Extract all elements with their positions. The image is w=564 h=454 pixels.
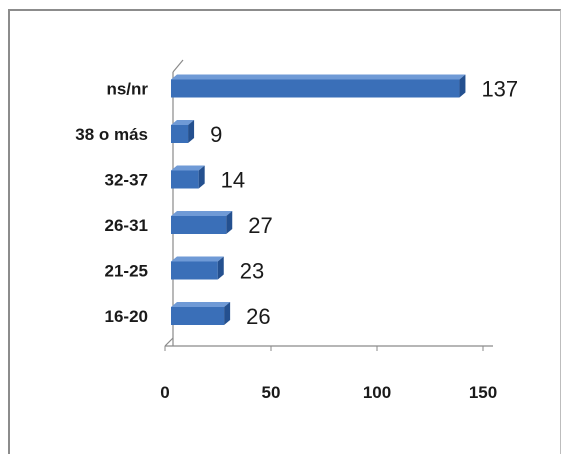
bar-top-face: [171, 165, 205, 171]
x-tick-label: 100: [363, 383, 391, 402]
x-tick-label: 150: [469, 383, 497, 402]
x-tick-label: 50: [262, 383, 281, 402]
chart-axes: [164, 59, 493, 351]
category-label: 16-20: [105, 307, 148, 326]
bar-end-face: [198, 165, 205, 189]
bar-top-face: [171, 74, 466, 80]
bar-end-face: [217, 256, 224, 280]
bar-end-face: [224, 302, 231, 325]
data-label: 9: [210, 122, 222, 147]
category-label: 26-31: [105, 216, 148, 235]
data-label: 14: [221, 168, 245, 193]
data-label: 23: [240, 259, 264, 284]
bar-end-face: [188, 120, 195, 143]
bar-top-face: [171, 256, 224, 262]
bar-top-face: [171, 120, 195, 125]
bar: [171, 170, 199, 189]
bar: [171, 125, 189, 143]
bar: [171, 79, 460, 98]
bar: [171, 307, 225, 325]
chart-frame: [8, 9, 561, 454]
chart-bars: [171, 74, 466, 325]
bar-top-face: [171, 302, 231, 307]
bar: [171, 261, 218, 280]
bar-end-face: [459, 74, 466, 98]
category-label: 32-37: [105, 171, 148, 190]
category-label: ns/nr: [106, 80, 148, 99]
chart-labels: 0 50 100 150 16-20 26 21-25 23 26-31 27 32-37 14 38 …: [75, 77, 518, 403]
category-label: 21-25: [105, 262, 148, 281]
data-label: 27: [248, 213, 272, 238]
axis-corner: [164, 337, 174, 347]
bar: [171, 216, 227, 234]
data-label: 137: [481, 77, 518, 102]
category-label: 38 o más: [75, 125, 148, 144]
y-axis-top-cap: [172, 59, 184, 73]
bar-end-face: [226, 211, 233, 234]
x-tick-label: 0: [160, 383, 169, 402]
bar-top-face: [171, 211, 233, 216]
data-label: 26: [246, 304, 270, 329]
